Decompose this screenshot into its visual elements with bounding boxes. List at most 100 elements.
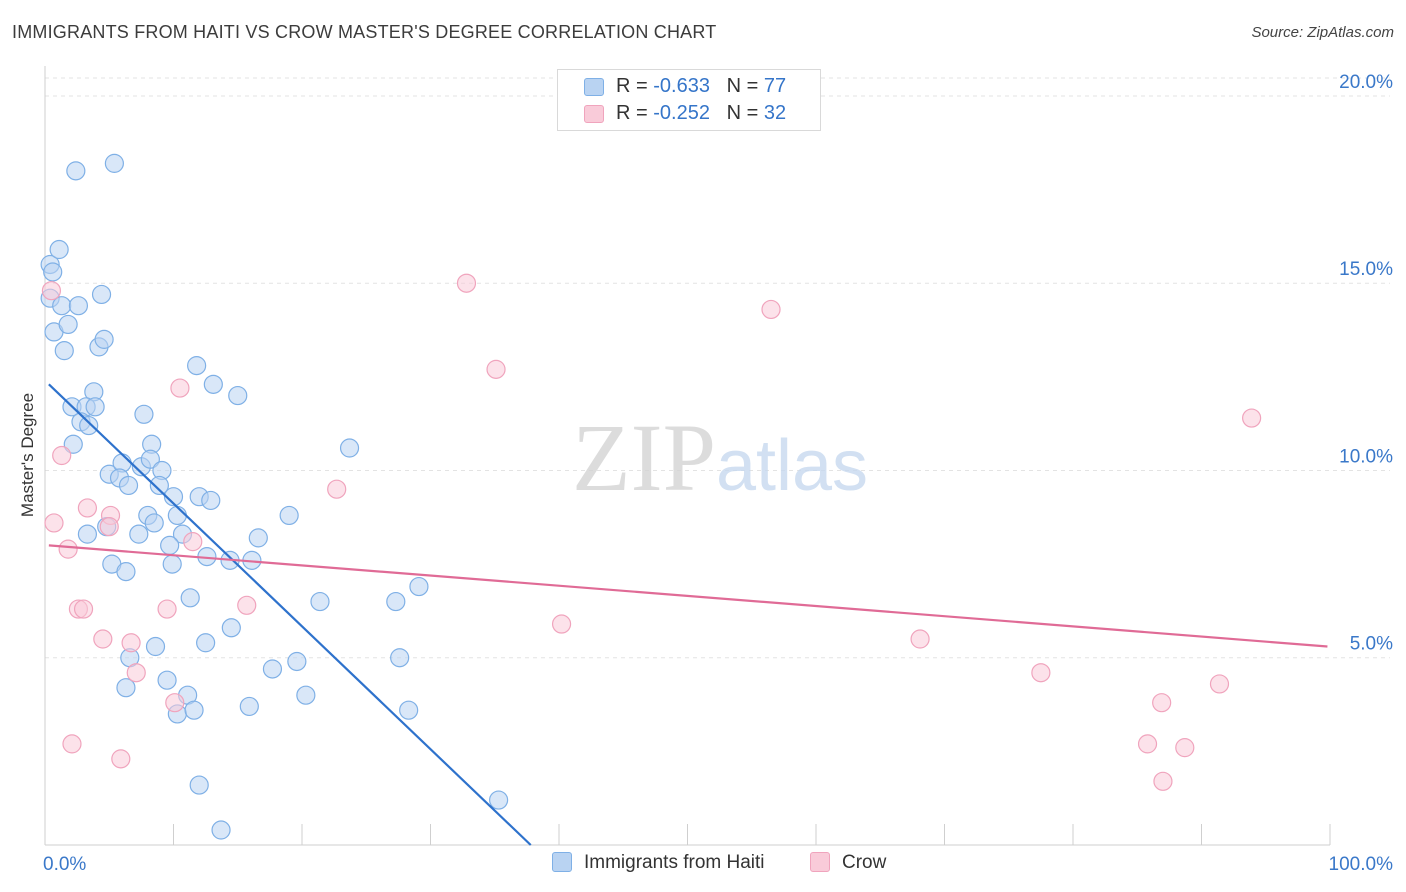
point-haiti-71: [184, 700, 204, 720]
point-crow-31: [1153, 771, 1173, 791]
point-haiti-53: [116, 562, 136, 582]
y-tick-label-1: 10.0%: [1339, 446, 1393, 467]
point-crow-25: [165, 693, 185, 713]
point-crow-15: [73, 599, 94, 619]
point-haiti-37: [201, 490, 221, 511]
r-label: R =: [616, 75, 654, 97]
point-haiti-26: [339, 438, 360, 458]
point-crow-20: [93, 629, 113, 649]
crow-legend-label: Crow: [842, 852, 887, 873]
point-crow-2: [761, 299, 781, 320]
r-value-haiti: -0.633: [653, 75, 710, 97]
point-crow-29: [1175, 738, 1195, 758]
y-axis-label: Master's Degree: [18, 392, 37, 518]
y-tick-label-3: 20.0%: [1339, 72, 1393, 93]
point-haiti-55: [180, 588, 200, 608]
point-haiti-75: [211, 820, 231, 840]
point-crow-4: [170, 378, 190, 398]
point-haiti-64: [262, 659, 283, 679]
point-haiti-24: [63, 434, 83, 454]
point-haiti-66: [116, 678, 136, 698]
point-crow-10: [44, 513, 64, 533]
point-crow-23: [126, 663, 146, 683]
point-crow-18: [551, 614, 572, 634]
point-haiti-41: [144, 513, 164, 533]
stats-legend: R = -0.633 N = 77 R = -0.252 N = 32: [557, 69, 821, 131]
point-crow-17: [237, 595, 257, 615]
point-haiti-58: [221, 618, 241, 638]
point-crow-28: [1137, 734, 1158, 754]
crow-swatch: [584, 105, 604, 123]
point-crow-1: [456, 273, 477, 293]
point-haiti-47: [160, 535, 180, 555]
point-haiti-67: [296, 685, 316, 705]
point-haiti-1: [43, 262, 63, 282]
point-crow-3: [486, 359, 506, 379]
y-tick-label-0: 5.0%: [1350, 634, 1393, 655]
point-haiti-61: [390, 648, 410, 668]
point-haiti-14: [187, 356, 207, 376]
watermark: ZIPatlas: [572, 404, 868, 511]
point-crow-27: [62, 734, 82, 754]
x-tick-label-min: 0.0%: [43, 854, 86, 875]
trend-line-crow: [48, 544, 1328, 648]
haiti-legend-swatch: [552, 852, 572, 872]
haiti-legend-label: Immigrants from Haiti: [584, 852, 765, 873]
point-haiti-46: [248, 528, 268, 548]
haiti-swatch: [584, 78, 604, 96]
point-crow-22: [1031, 663, 1051, 683]
crow-legend-swatch: [810, 852, 830, 872]
trend-lines: [48, 383, 1328, 846]
point-haiti-72: [399, 700, 419, 720]
point-crow-26: [1152, 693, 1172, 713]
point-haiti-2: [49, 239, 69, 260]
point-haiti-56: [310, 591, 330, 612]
point-haiti-52: [162, 554, 182, 574]
n-value-haiti: 77: [763, 75, 787, 97]
point-haiti-39: [167, 505, 187, 526]
point-haiti-54: [409, 576, 429, 597]
point-haiti-63: [287, 651, 307, 672]
point-crow-24: [1209, 674, 1230, 694]
axes: [44, 66, 1331, 846]
point-haiti-11: [54, 341, 74, 361]
data-points: [40, 153, 1262, 840]
point-haiti-4: [104, 153, 124, 173]
point-haiti-13: [94, 329, 114, 349]
point-haiti-34: [149, 475, 169, 496]
point-haiti-3: [66, 161, 86, 181]
chart-source: Source: ZipAtlas.com: [1251, 24, 1394, 41]
point-haiti-23: [79, 415, 99, 436]
watermark-text: ZIPatlas: [572, 404, 868, 511]
point-crow-5: [1242, 408, 1262, 428]
point-haiti-69: [239, 696, 259, 717]
tick-labels: 5.0% 10.0% 15.0% 20.0% 0.0% 100.0%: [43, 72, 1393, 875]
r-label: R =: [616, 102, 654, 124]
point-crow-11: [99, 517, 119, 537]
point-haiti-43: [129, 524, 149, 544]
point-haiti-21: [134, 404, 154, 424]
point-crow-21: [121, 633, 141, 653]
point-haiti-65: [157, 670, 177, 690]
point-crow-30: [111, 749, 131, 769]
y-tick-label-2: 15.0%: [1339, 259, 1393, 280]
point-haiti-35: [163, 487, 184, 507]
r-value-crow: -0.252: [653, 102, 710, 124]
trend-line-haiti: [48, 383, 532, 846]
point-crow-12: [183, 532, 203, 552]
point-haiti-33: [118, 475, 139, 496]
n-label: N =: [726, 102, 764, 124]
n-label: N =: [726, 75, 764, 97]
point-crow-16: [157, 599, 177, 619]
point-haiti-57: [386, 591, 406, 612]
point-haiti-20: [228, 385, 248, 406]
point-haiti-40: [279, 505, 299, 526]
point-crow-7: [327, 479, 347, 499]
chart-title: IMMIGRANTS FROM HAITI VS CROW MASTER'S D…: [12, 22, 717, 42]
x-tick-label-max: 100.0%: [1329, 854, 1394, 875]
point-haiti-19: [203, 374, 223, 394]
point-haiti-7: [68, 296, 89, 316]
point-crow-0: [41, 281, 62, 301]
point-crow-6: [52, 445, 72, 466]
